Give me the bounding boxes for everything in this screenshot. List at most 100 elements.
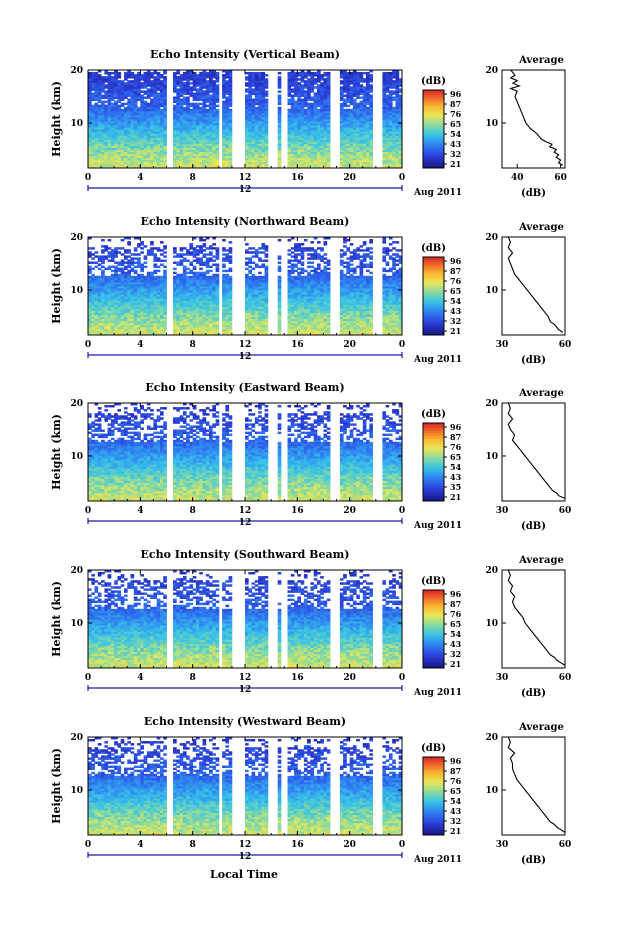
heatmap-cell	[183, 82, 187, 84]
heatmap-cell	[183, 294, 187, 296]
heatmap-cell	[255, 78, 259, 80]
heatmap-cell	[186, 117, 190, 119]
heatmap-cell	[189, 319, 193, 321]
heatmap-cell	[157, 298, 161, 300]
y-axis-label: Height (km)	[50, 81, 63, 157]
heatmap-cell	[196, 280, 200, 282]
heatmap-cell	[209, 84, 213, 86]
heatmap-cell	[366, 131, 370, 133]
heatmap-cell	[127, 107, 131, 109]
heatmap-cell	[186, 93, 190, 95]
heatmap-cell	[314, 123, 318, 125]
heatmap-cell	[101, 319, 105, 321]
heatmap-cell	[216, 74, 220, 76]
heatmap-cell	[209, 148, 213, 150]
heatmap-cell	[140, 142, 144, 144]
heatmap-cell	[111, 294, 115, 296]
heatmap-cell	[124, 123, 128, 125]
heatmap-cell	[176, 329, 180, 331]
heatmap-cell	[95, 315, 99, 317]
heatmap-cell	[121, 329, 125, 331]
heatmap-cell	[297, 123, 301, 125]
heatmap-cell	[163, 304, 167, 306]
heatmap-cell	[98, 99, 102, 101]
heatmap-cell	[310, 97, 314, 99]
heatmap-cell	[206, 156, 210, 158]
heatmap-cell	[180, 107, 184, 109]
heatmap-cell	[261, 148, 265, 150]
heatmap-cell	[392, 148, 396, 150]
heatmap-cell	[297, 131, 301, 133]
heatmap-cell	[392, 99, 396, 101]
heatmap-cell	[157, 142, 161, 144]
heatmap-cell	[104, 137, 108, 139]
heatmap-cell	[346, 148, 350, 150]
colorbar-tick-label: 21	[450, 159, 461, 169]
heatmap-cell	[124, 251, 128, 253]
heatmap-cell	[140, 309, 144, 311]
heatmap-cell	[278, 78, 282, 80]
heatmap-cell	[212, 137, 216, 139]
heatmap-cell	[396, 74, 400, 76]
heatmap-cell	[203, 294, 207, 296]
heatmap-cell	[304, 80, 308, 82]
heatmap-cell	[150, 280, 154, 282]
heatmap-cell	[252, 162, 256, 164]
heatmap-cell	[310, 142, 314, 144]
heatmap-cell	[160, 88, 164, 90]
heatmap-cell	[225, 131, 229, 133]
heatmap-cell	[104, 107, 108, 109]
heatmap-cell	[183, 319, 187, 321]
heatmap-cell	[124, 280, 128, 282]
heatmap-cell	[95, 156, 99, 158]
heatmap-cell	[150, 274, 154, 276]
heatmap-cell	[144, 304, 148, 306]
heatmap-cell	[206, 80, 210, 82]
heatmap-cell	[304, 156, 308, 158]
heatmap-cell	[353, 107, 357, 109]
heatmap-cell	[350, 156, 354, 158]
heatmap-cell	[108, 251, 112, 253]
heatmap-cell	[173, 255, 177, 257]
heatmap-cell	[140, 251, 144, 253]
heatmap-cell	[160, 260, 164, 262]
heatmap-cell	[222, 152, 226, 154]
heatmap-cell	[196, 290, 200, 292]
heatmap-cell	[265, 148, 269, 150]
heatmap-cell	[157, 127, 161, 129]
heatmap-cell	[199, 74, 203, 76]
heatmap-cell	[222, 103, 226, 105]
heatmap-cell	[137, 142, 141, 144]
heatmap-cell	[288, 99, 292, 101]
heatmap-cell	[252, 127, 256, 129]
heatmap-cell	[131, 276, 135, 278]
heatmap-cell	[114, 262, 118, 264]
heatmap-cell	[117, 247, 121, 249]
heatmap-cell	[304, 127, 308, 129]
heatmap-cell	[206, 127, 210, 129]
heatmap-cell	[124, 249, 128, 251]
heatmap-cell	[196, 329, 200, 331]
heatmap-cell	[360, 103, 364, 105]
heatmap-cell	[291, 99, 295, 101]
heatmap-cell	[216, 148, 220, 150]
heatmap-cell	[180, 329, 184, 331]
heatmap-cell	[265, 127, 269, 129]
heatmap-cell	[157, 117, 161, 119]
heatmap-cell	[346, 93, 350, 95]
heatmap-cell	[153, 264, 157, 266]
heatmap-cell	[91, 152, 95, 154]
heatmap-cell	[327, 72, 331, 74]
heatmap-cell	[111, 284, 115, 286]
heatmap-cell	[114, 113, 118, 115]
heatmap-cell	[229, 142, 233, 144]
heatmap-cell	[356, 137, 360, 139]
heatmap-cell	[386, 72, 390, 74]
heatmap-cell	[209, 290, 213, 292]
heatmap-cell	[144, 127, 148, 129]
heatmap-cell	[114, 103, 118, 105]
heatmap-cell	[153, 276, 157, 278]
heatmap-cell	[144, 276, 148, 278]
heatmap-cell	[114, 88, 118, 90]
heatmap-cell	[366, 148, 370, 150]
